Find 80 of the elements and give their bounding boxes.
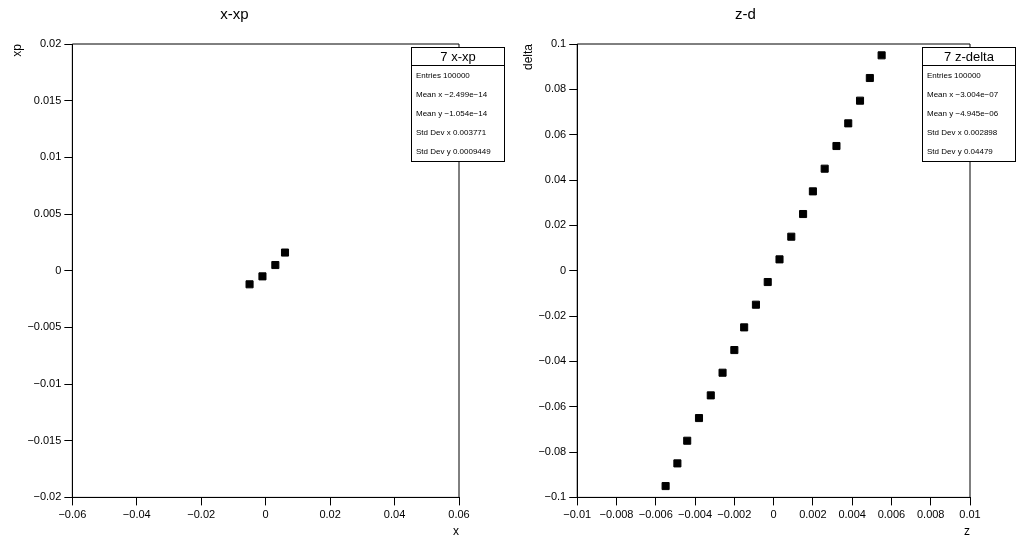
y-tick-label: −0.1 <box>544 490 567 503</box>
y-tick-label: −0.06 <box>538 399 567 412</box>
annotation: Std Dev y 0.0009449 <box>415 146 492 158</box>
point <box>661 482 670 491</box>
point <box>730 346 739 355</box>
point <box>245 280 254 289</box>
point <box>844 119 853 128</box>
point <box>832 141 841 151</box>
y-axis-title: xp <box>9 43 24 57</box>
annotation: Mean y −1.054e−14 <box>415 108 489 120</box>
x-tick-label: 0 <box>770 508 777 521</box>
point <box>808 187 817 196</box>
point <box>718 368 727 377</box>
y-tick-label: 0.005 <box>33 207 62 220</box>
x-tick-label: −0.01 <box>563 508 592 521</box>
point <box>258 272 267 281</box>
x-tick-label: 0.02 <box>319 508 341 521</box>
annotation: Mean x −3.004e−07 <box>926 89 1000 101</box>
point <box>865 73 874 83</box>
point <box>763 278 772 287</box>
annotation: 7 z-delta <box>923 48 1015 66</box>
annotation: Entries 100000 <box>415 70 471 82</box>
x-tick-label: 0.008 <box>916 508 945 521</box>
y-tick-label: −0.005 <box>27 320 62 333</box>
x-tick-label: 0.004 <box>838 508 866 521</box>
y-tick-label: 0.01 <box>39 150 62 163</box>
y-tick-label: −0.015 <box>27 433 62 446</box>
x-axis-title: z <box>964 524 970 539</box>
annotation: Entries 100000 <box>926 70 982 82</box>
y-axis-title: delta <box>520 43 535 71</box>
annotation: 7 x-xp <box>412 48 504 66</box>
point <box>787 232 796 241</box>
x-tick-label: −0.02 <box>187 508 216 521</box>
point <box>673 459 682 468</box>
x-tick-label: −0.004 <box>678 508 713 521</box>
x-tick-label: 0.006 <box>877 508 906 521</box>
annotation: Mean y −4.945e−06 <box>926 108 1000 120</box>
y-tick-label: 0 <box>560 263 567 276</box>
point <box>683 436 692 445</box>
x-tick-label: 0.01 <box>959 508 981 521</box>
y-tick-label: −0.02 <box>538 309 567 322</box>
x-tick-label: −0.04 <box>122 508 151 521</box>
annotation: Mean x −2.499e−14 <box>415 89 489 101</box>
chart-title: x-xp <box>220 5 249 23</box>
point <box>706 391 715 400</box>
y-tick-label: −0.08 <box>538 445 567 458</box>
y-tick-label: 0.04 <box>544 173 567 186</box>
x-tick-label: −0.008 <box>599 508 634 521</box>
y-tick-label: 0.02 <box>544 218 567 231</box>
annotation: Std Dev y 0.04479 <box>926 146 994 158</box>
y-tick-label: −0.02 <box>33 490 62 503</box>
x-tick-label: 0.002 <box>799 508 827 521</box>
x-tick-label: 0.04 <box>383 508 406 521</box>
annotation: Std Dev x 0.002898 <box>926 127 999 139</box>
y-tick-label: 0.02 <box>39 37 62 50</box>
y-tick-label: 0.06 <box>544 127 567 140</box>
point <box>855 96 865 105</box>
x-tick-label: −0.06 <box>58 508 87 521</box>
y-tick-label: 0.1 <box>550 37 567 50</box>
y-tick-label: −0.04 <box>538 354 567 367</box>
y-tick-label: 0 <box>55 263 62 276</box>
point <box>280 248 290 257</box>
y-tick-label: 0.08 <box>544 82 567 95</box>
y-tick-label: −0.01 <box>33 377 62 390</box>
point <box>775 255 784 264</box>
point <box>820 164 829 173</box>
point <box>751 300 760 309</box>
annotation: Std Dev x 0.003771 <box>415 127 488 139</box>
y-tick-label: 0.015 <box>33 93 62 106</box>
x-axis-title: x <box>453 524 459 539</box>
point <box>694 414 704 423</box>
x-tick-label: −0.002 <box>717 508 752 521</box>
point <box>271 261 280 270</box>
point <box>877 51 886 60</box>
point <box>799 209 808 219</box>
point <box>740 323 749 332</box>
x-tick-label: 0 <box>262 508 269 521</box>
chart-title: z-d <box>735 5 756 23</box>
x-tick-label: 0.06 <box>448 508 470 521</box>
x-tick-label: −0.006 <box>638 508 673 521</box>
